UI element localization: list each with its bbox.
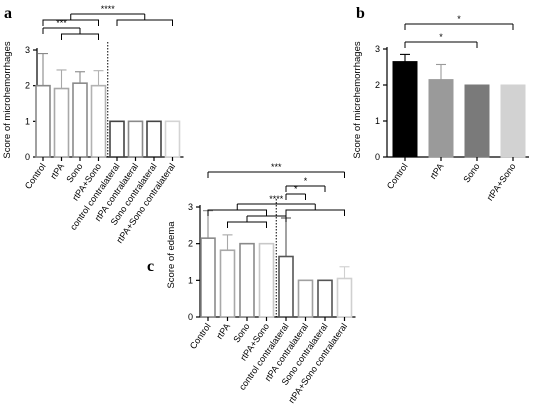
x-tick-label: rtPA [428, 161, 446, 181]
bar-control-contralateral [109, 120, 125, 158]
significance-label: *** [271, 162, 282, 172]
bar-sono-contralateral [317, 279, 333, 318]
significance-label: * [294, 184, 298, 194]
y-tick-label: 1 [375, 116, 380, 126]
y-tick-label: 1 [188, 275, 193, 285]
panel-letter: c [147, 258, 154, 275]
bar-rtpa [53, 87, 70, 158]
bar-control [392, 61, 418, 158]
x-tick-label: Sono [461, 161, 481, 184]
x-tick-label: Control [23, 161, 48, 191]
bar-rtpa-sono-contralateral [336, 277, 353, 318]
y-tick-label: 2 [25, 81, 30, 91]
significance-label: **** [101, 4, 116, 14]
bar-rtpa-sono [258, 242, 275, 318]
significance-bracket: **** [42, 4, 173, 26]
bar-sono-contralateral [146, 120, 162, 158]
bar-rtpa-contralateral [297, 279, 314, 318]
bar-sono [464, 84, 490, 158]
bar-control [35, 84, 51, 158]
x-tick-label: rtPA+Sono [485, 161, 518, 202]
y-tick-label: 3 [25, 45, 30, 55]
y-axis-label: Score of micrehemorrhages [352, 41, 363, 158]
bracket-group-b [285, 209, 345, 216]
y-axis-label: Score of microhemorrhages [2, 41, 13, 158]
significance-bracket: **** [207, 194, 345, 216]
significance-bracket: *** [207, 162, 345, 178]
significance-label: *** [56, 18, 67, 28]
y-tick-label: 0 [375, 152, 380, 162]
bracket-group-a [207, 209, 267, 216]
significance-label: **** [269, 194, 284, 204]
y-axis-label: Score of edema [166, 221, 177, 289]
bar-rtpa-sono-contralateral [164, 120, 181, 158]
significance-label: * [304, 176, 308, 186]
bar-control [200, 237, 216, 318]
significance-bracket: * [404, 32, 478, 48]
y-tick-label: 2 [375, 80, 380, 90]
y-tick-label: 1 [25, 116, 30, 126]
bar-sono [239, 242, 255, 318]
bar-rtpa-contralateral [127, 120, 144, 158]
bar-rtpa [219, 249, 236, 318]
y-tick-label: 3 [188, 202, 193, 212]
y-tick-label: 0 [188, 312, 193, 322]
panel-letter: a [4, 5, 12, 22]
significance-bracket: * [285, 184, 306, 200]
bracket-group-b [116, 19, 173, 26]
chart-panel-b: b Score of micrehemorrhages 0 1 2 3 Control rtP… [352, 5, 529, 202]
significance-bracket: * [404, 14, 514, 30]
bracket-group-a [227, 221, 267, 228]
bracket-group-a [42, 19, 99, 26]
bar-rtpa-sono [90, 84, 107, 158]
bar-control-contralateral [278, 255, 294, 318]
x-tick-label: Control [188, 321, 213, 351]
x-tick-label: Control [385, 161, 410, 191]
bracket-group-b [61, 33, 99, 40]
chart-panel-a: a Score of microhemorrhages 0 1 2 3 Control rtP… [2, 4, 184, 245]
panel-letter: b [356, 5, 365, 22]
y-tick-label: 2 [188, 239, 193, 249]
bar-rtpa-sono [500, 84, 526, 158]
significance-bracket [227, 215, 287, 228]
significance-label: * [439, 32, 443, 42]
significance-bracket: *** [42, 18, 99, 40]
bar-sono [72, 82, 88, 158]
x-tick-label: rtPA [214, 321, 232, 341]
y-tick-label: 0 [25, 152, 30, 162]
x-tick-label: rtPA [48, 161, 66, 181]
significance-bracket: * [285, 176, 326, 192]
y-tick-label: 3 [375, 44, 380, 54]
bar-rtpa [428, 79, 454, 158]
significance-label: * [457, 14, 461, 24]
